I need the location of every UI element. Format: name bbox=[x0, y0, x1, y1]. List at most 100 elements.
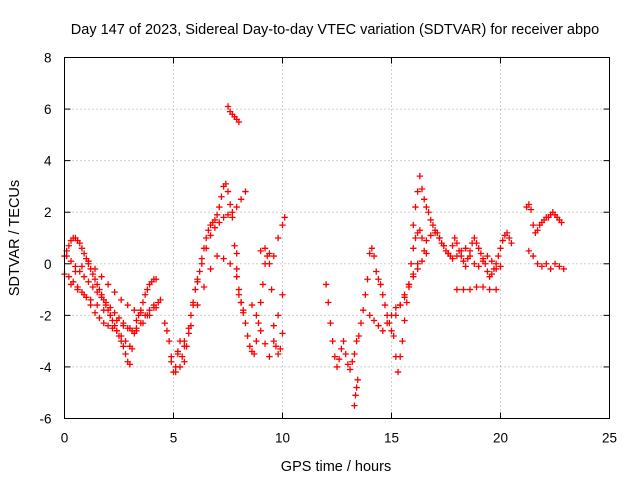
data-point bbox=[107, 304, 114, 311]
y-tick-label: 6 bbox=[44, 102, 52, 117]
data-point bbox=[131, 307, 138, 314]
data-point bbox=[98, 294, 105, 301]
data-point bbox=[423, 203, 430, 211]
data-point bbox=[449, 255, 456, 262]
data-point bbox=[246, 343, 253, 350]
data-point bbox=[207, 265, 214, 273]
data-point bbox=[233, 203, 240, 211]
data-point bbox=[111, 288, 118, 296]
data-point bbox=[471, 234, 478, 242]
data-point bbox=[362, 291, 369, 298]
data-point bbox=[235, 286, 243, 293]
data-point bbox=[253, 337, 260, 345]
data-point bbox=[274, 312, 282, 319]
data-point bbox=[359, 307, 367, 314]
data-point bbox=[120, 322, 127, 329]
x-tick-label: 5 bbox=[170, 431, 178, 446]
data-point bbox=[440, 242, 448, 249]
x-tick-label: 15 bbox=[384, 431, 399, 446]
data-point bbox=[124, 301, 131, 309]
data-point bbox=[449, 242, 456, 249]
data-point bbox=[91, 309, 99, 316]
data-point bbox=[211, 216, 219, 224]
data-point bbox=[113, 317, 121, 324]
data-point bbox=[213, 211, 221, 218]
data-point bbox=[94, 301, 101, 309]
data-point bbox=[381, 301, 389, 309]
data-point bbox=[242, 188, 249, 195]
data-point bbox=[492, 286, 500, 293]
data-point bbox=[412, 234, 419, 242]
data-point bbox=[506, 234, 513, 242]
data-point bbox=[377, 281, 384, 288]
data-point bbox=[181, 358, 188, 365]
data-point bbox=[65, 273, 73, 280]
data-point bbox=[187, 312, 195, 319]
data-point bbox=[340, 337, 347, 345]
data-point bbox=[525, 247, 533, 255]
data-point bbox=[240, 309, 247, 316]
data-point bbox=[486, 286, 493, 293]
y-tick-label: -2 bbox=[39, 308, 51, 323]
data-point bbox=[484, 252, 491, 260]
data-point bbox=[460, 286, 467, 293]
data-point bbox=[534, 260, 541, 267]
data-point bbox=[329, 337, 336, 345]
data-point bbox=[508, 239, 515, 247]
data-point bbox=[427, 232, 434, 239]
y-axis-label: SDTVAR / TECUs bbox=[7, 180, 23, 296]
data-point bbox=[279, 330, 286, 337]
data-point bbox=[503, 229, 511, 237]
data-point bbox=[152, 304, 160, 311]
data-point bbox=[122, 337, 129, 345]
data-point bbox=[80, 250, 88, 257]
data-point bbox=[100, 319, 107, 327]
data-point bbox=[203, 245, 210, 252]
data-point bbox=[279, 291, 286, 298]
data-point bbox=[436, 234, 443, 242]
data-point bbox=[479, 283, 487, 291]
data-point bbox=[370, 317, 378, 324]
data-point bbox=[244, 332, 251, 340]
data-point bbox=[87, 296, 94, 304]
data-point bbox=[479, 258, 487, 265]
data-point bbox=[342, 350, 349, 358]
data-point bbox=[466, 286, 474, 293]
data-point bbox=[168, 358, 175, 365]
data-point bbox=[416, 172, 424, 180]
data-point bbox=[194, 301, 201, 309]
data-point bbox=[453, 286, 461, 293]
data-points bbox=[61, 103, 567, 409]
data-point bbox=[431, 229, 439, 237]
data-point bbox=[85, 258, 92, 265]
data-point bbox=[338, 345, 345, 353]
data-point bbox=[354, 376, 361, 384]
data-point bbox=[261, 245, 269, 252]
data-point bbox=[216, 203, 223, 211]
data-point bbox=[410, 270, 417, 278]
data-point bbox=[346, 366, 354, 373]
data-point bbox=[466, 252, 474, 260]
data-point bbox=[405, 281, 413, 288]
data-point bbox=[556, 263, 563, 270]
data-point bbox=[353, 384, 360, 391]
data-point bbox=[558, 219, 565, 226]
x-tick-label: 25 bbox=[602, 431, 617, 446]
data-point bbox=[458, 247, 465, 255]
y-tick-label: 0 bbox=[44, 257, 52, 272]
data-point bbox=[220, 214, 227, 221]
data-point bbox=[98, 273, 105, 280]
data-point bbox=[231, 242, 238, 249]
data-point bbox=[331, 353, 339, 360]
data-point bbox=[222, 180, 230, 188]
data-point bbox=[274, 234, 282, 242]
data-point bbox=[266, 353, 273, 360]
data-point bbox=[401, 317, 408, 324]
data-point bbox=[237, 196, 245, 203]
x-tick-label: 10 bbox=[275, 431, 290, 446]
data-point bbox=[203, 234, 210, 242]
y-tick-label: 8 bbox=[44, 51, 52, 66]
data-point bbox=[253, 312, 260, 319]
data-point bbox=[133, 327, 140, 335]
data-point bbox=[67, 281, 75, 288]
